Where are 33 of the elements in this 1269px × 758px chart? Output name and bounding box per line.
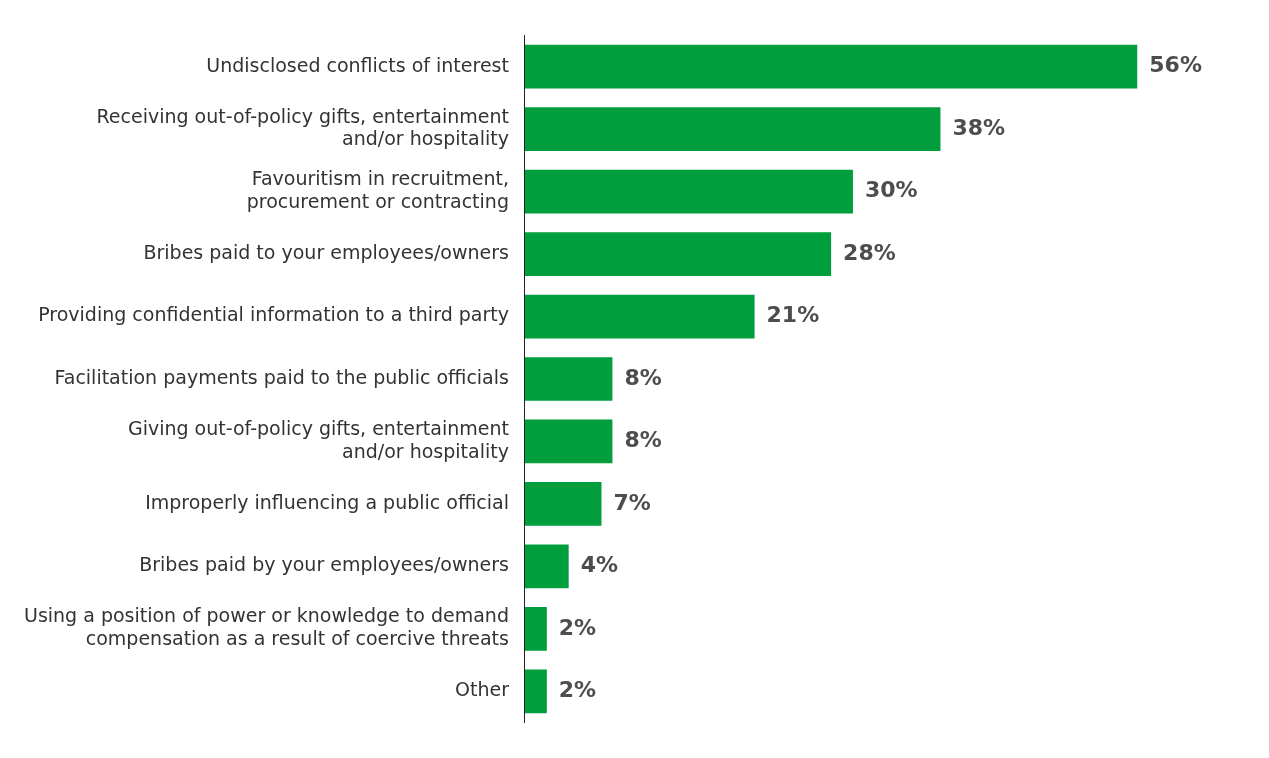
bar <box>524 669 547 714</box>
y-tick-label: Giving out-of-policy gifts, entertainment and/or hospitality <box>127 417 509 462</box>
bar <box>524 44 1138 89</box>
y-tick-label: Using a position of power or knowledge to demand compensation as a result of coercive threats <box>23 604 509 650</box>
y-tick-label: Providing confidential information to a third party <box>38 303 509 326</box>
data-label: 21% <box>766 302 820 328</box>
y-tick-label: Bribes paid by your employees/owners <box>139 553 509 576</box>
bar <box>524 232 832 276</box>
y-tick-label: Undisclosed conflicts of interest <box>206 53 509 76</box>
y-tick-label: Receiving out-of-policy gifts, entertainment and/or hospitality <box>96 104 509 150</box>
bar <box>524 357 613 401</box>
data-label: 38% <box>952 114 1006 140</box>
data-label: 2% <box>558 677 597 703</box>
bar <box>524 107 941 151</box>
data-label: 30% <box>864 177 918 203</box>
data-label: 4% <box>580 552 619 578</box>
data-label: 7% <box>613 489 651 515</box>
bar <box>524 607 547 651</box>
y-tick-label: Favouritism in recruitment, procurement or contracting <box>246 167 509 212</box>
data-label: 28% <box>843 239 896 265</box>
bar <box>524 544 569 589</box>
bar <box>524 169 853 214</box>
y-tick-label: Bribes paid to your employees/owners <box>143 240 509 263</box>
bar <box>524 419 613 464</box>
data-label: 8% <box>624 364 662 390</box>
y-tick-label: Other <box>454 678 510 701</box>
data-label: 56% <box>1149 52 1202 78</box>
bar <box>524 482 602 526</box>
bar <box>524 294 755 339</box>
y-tick-label: Improperly influencing a public official <box>145 490 509 513</box>
data-label: 2% <box>558 614 597 640</box>
data-label: 8% <box>624 427 662 453</box>
y-tick-label: Facilitation payments paid to the public officials <box>54 365 509 388</box>
